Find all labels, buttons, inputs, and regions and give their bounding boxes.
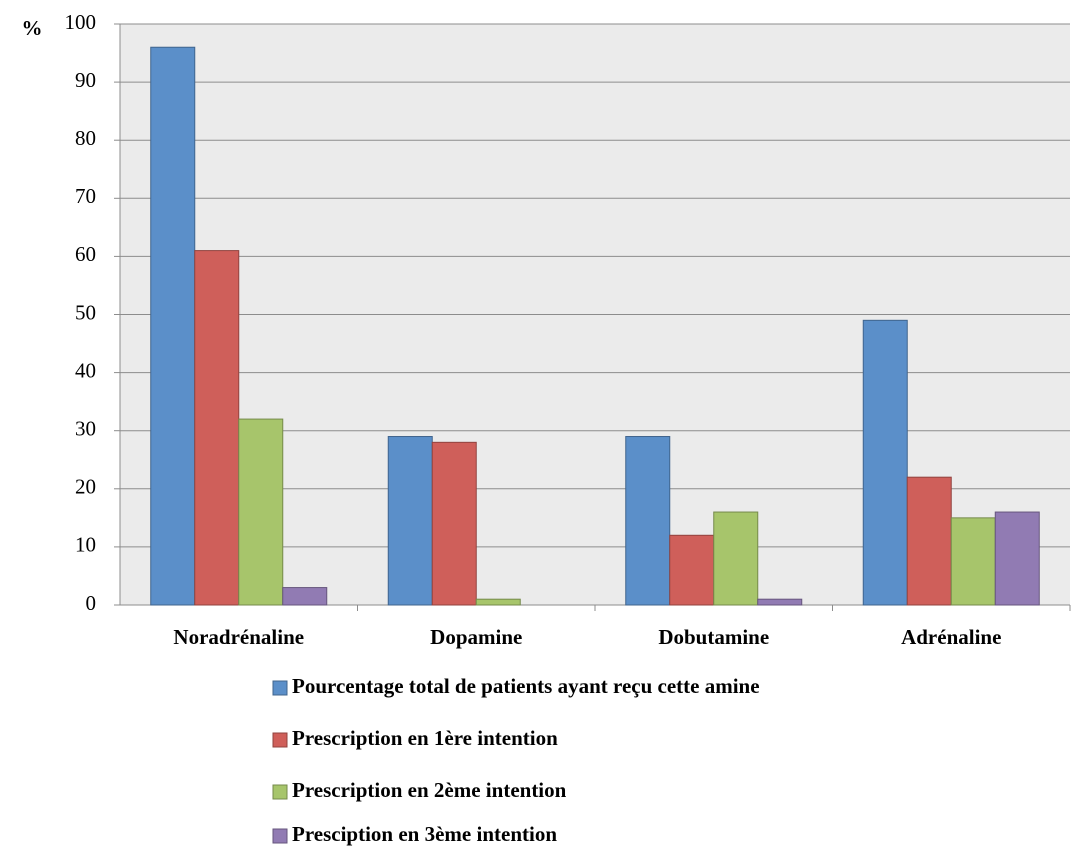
bar	[387, 436, 433, 606]
bar	[950, 517, 996, 606]
y-tick-label: 10	[75, 533, 96, 557]
x-tick-label: Noradrénaline	[173, 625, 304, 649]
bar	[431, 441, 477, 606]
x-tick-label: Adrénaline	[901, 625, 1001, 649]
bar	[150, 46, 196, 606]
x-tick-label: Dopamine	[430, 625, 522, 649]
bar	[475, 598, 521, 606]
y-tick-label: 70	[75, 184, 96, 208]
legend-swatch	[272, 680, 288, 696]
bar	[862, 319, 908, 606]
y-tick-label: 30	[75, 417, 96, 441]
bar	[625, 436, 671, 606]
legend-label: Prescription en 2ème intention	[292, 778, 567, 802]
legend-swatch	[272, 732, 288, 748]
x-tick-label: Dobutamine	[658, 625, 769, 649]
bar	[713, 511, 759, 606]
legend-swatch	[272, 784, 288, 800]
legend-label: Pourcentage total de patients ayant reçu…	[292, 674, 760, 698]
bar	[194, 250, 240, 606]
bar	[757, 598, 803, 606]
legend-label: Presciption en 3ème intention	[292, 822, 557, 846]
bar	[669, 534, 715, 606]
y-tick-label: 60	[75, 242, 96, 266]
legend-swatch	[272, 828, 288, 844]
y-tick-label: 80	[75, 126, 96, 150]
y-tick-label: 40	[75, 358, 96, 382]
y-tick-label: 50	[75, 300, 96, 324]
y-tick-label: 0	[86, 591, 97, 615]
bar	[906, 476, 952, 606]
y-axis-label: %	[22, 16, 43, 40]
y-tick-label: 20	[75, 475, 96, 499]
bar	[282, 587, 328, 606]
legend-label: Prescription en 1ère intention	[292, 726, 558, 750]
y-tick-label: 90	[75, 68, 96, 92]
y-tick-label: 100	[65, 10, 97, 34]
bar	[994, 511, 1040, 606]
bar	[238, 418, 284, 606]
